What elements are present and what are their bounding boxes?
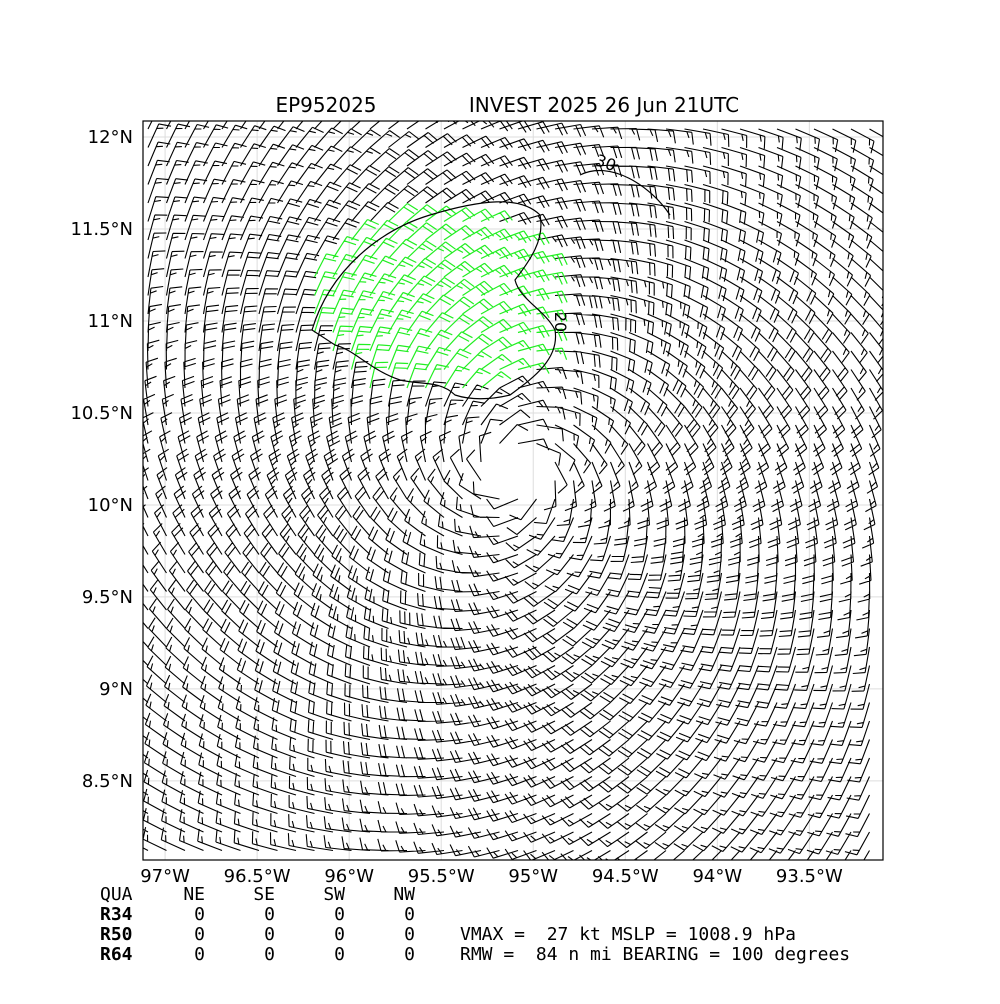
grid	[143, 121, 883, 860]
table-cell: R34	[100, 904, 133, 925]
table-cell: 0	[194, 904, 205, 925]
contour-20	[311, 201, 557, 400]
x-tick-label: 95°W	[508, 866, 558, 887]
table-cell: 0	[404, 924, 415, 945]
x-tick-label: 94°W	[692, 866, 742, 887]
table-cell: 0	[194, 944, 205, 965]
table-cell: 0	[334, 904, 345, 925]
y-tick-label: 12°N	[88, 127, 133, 148]
wind-barb-set-strong	[313, 202, 568, 389]
table-cell: 0	[334, 944, 345, 965]
x-tick-label: 95.5°W	[408, 866, 475, 887]
contour-30	[579, 169, 671, 216]
x-tick-label: 93.5°W	[776, 866, 843, 887]
table-cell: 0	[404, 904, 415, 925]
axis-ticks: 97°W 96.5°W 96°W 95.5°W 95°W 94.5°W 94°W 93.5°W…	[70, 127, 843, 887]
table-cell: 0	[264, 944, 275, 965]
y-tick-label: 11°N	[88, 311, 133, 332]
contour-label: 20	[551, 312, 570, 332]
title-right: INVEST 2025 26 Jun 21UTC	[469, 93, 739, 117]
table-header: SW	[323, 884, 345, 905]
title-left: EP952025	[275, 93, 376, 117]
wind-barbs	[143, 121, 883, 860]
y-tick-label: 10.5°N	[70, 403, 133, 424]
y-tick-label: 8.5°N	[82, 771, 133, 792]
stats-line: RMW = 84 n mi BEARING = 100 degrees	[460, 944, 850, 965]
table-header: NE	[183, 884, 205, 905]
table-cell: 0	[334, 924, 345, 945]
x-tick-label: 96.5°W	[224, 866, 291, 887]
table-cell: 0	[264, 924, 275, 945]
y-tick-label: 11.5°N	[70, 219, 133, 240]
x-tick-label: 96°W	[324, 866, 374, 887]
table-cell: 0	[404, 944, 415, 965]
y-tick-label: 9°N	[99, 679, 133, 700]
wind-barb-set	[143, 121, 883, 860]
table-cell: R50	[100, 924, 133, 945]
stats-line: VMAX = 27 kt MSLP = 1008.9 hPa	[460, 924, 796, 945]
table-header: NW	[393, 884, 415, 905]
table-header: SE	[253, 884, 275, 905]
x-tick-label: 94.5°W	[592, 866, 659, 887]
plot-frame	[142, 120, 884, 861]
table-cell: 0	[264, 904, 275, 925]
y-tick-label: 10°N	[88, 495, 133, 516]
table-header: QUA	[100, 884, 133, 905]
table-cell: R64	[100, 944, 133, 965]
y-tick-label: 9.5°N	[82, 587, 133, 608]
table-cell: 0	[194, 924, 205, 945]
x-tick-label: 97°W	[140, 866, 190, 887]
